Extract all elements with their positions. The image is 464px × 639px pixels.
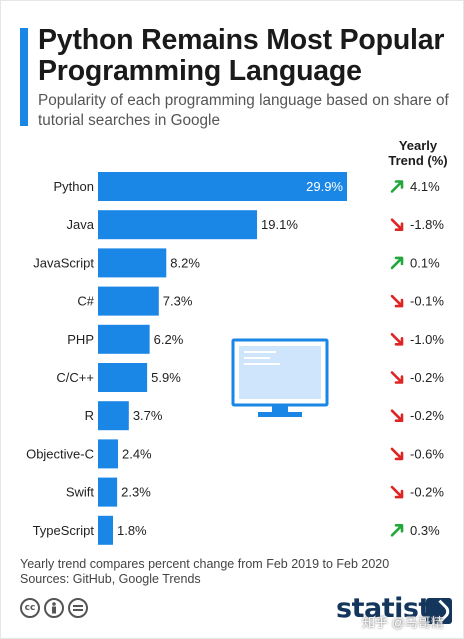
trend-column-header: Yearly Trend (%) [388, 138, 448, 168]
bar [98, 286, 159, 316]
value-label: 3.7% [133, 408, 163, 423]
trend-label: 4.1% [410, 179, 440, 194]
category-label: JavaScript [33, 255, 94, 270]
trend-label: -0.1% [410, 294, 444, 309]
trend-down-arrow-icon [390, 485, 404, 499]
statista-logo-icon [426, 598, 452, 624]
category-label: Objective-C [26, 446, 94, 461]
trend-down-arrow-icon [390, 409, 404, 422]
trend-label: -1.8% [410, 217, 444, 232]
bar [98, 401, 129, 431]
trend-down-arrow-icon [390, 333, 404, 346]
footnote: Yearly trend compares percent change fro… [20, 557, 440, 587]
bar [98, 172, 347, 201]
value-label: 2.4% [122, 446, 152, 461]
category-label: Python [54, 179, 94, 194]
bar [98, 248, 167, 278]
value-label: 7.3% [163, 294, 193, 309]
trend-up-arrow-icon [390, 524, 404, 537]
trend-label: -0.6% [410, 446, 444, 461]
value-label: 6.2% [154, 332, 184, 347]
trend-up-arrow-icon [390, 256, 404, 270]
category-label: R [85, 408, 94, 423]
category-label: PHP [67, 332, 94, 347]
nd-icon[interactable] [68, 598, 88, 618]
category-label: Swift [66, 485, 95, 500]
title-accent-bar [20, 28, 28, 126]
trend-down-arrow-icon [390, 447, 404, 461]
value-label: 2.3% [121, 485, 151, 500]
trend-label: -0.2% [410, 485, 444, 500]
footnote-note: Yearly trend compares percent change fro… [20, 557, 390, 571]
trend-label: -0.2% [410, 370, 444, 385]
value-label: 5.9% [151, 370, 181, 385]
bar [98, 477, 118, 507]
value-label: 19.1% [261, 217, 298, 232]
value-label: 8.2% [170, 255, 200, 270]
category-label: C# [77, 294, 94, 309]
value-label: 29.9% [306, 179, 343, 194]
chart-subtitle: Popularity of each programming language … [38, 92, 449, 129]
bar [98, 363, 148, 392]
category-label: Java [67, 217, 95, 232]
cc-icon[interactable]: cc [20, 598, 40, 618]
trend-label: -0.2% [410, 408, 444, 423]
trend-label: -1.0% [410, 332, 444, 347]
monitor-illustration [231, 338, 329, 417]
value-label: 1.8% [117, 523, 147, 538]
bar [98, 439, 118, 469]
trend-label: 0.1% [410, 255, 440, 270]
bars-group: Python 29.9% 4.1% Java 19.1% -1.8% JavaScript 8… [26, 172, 444, 545]
bar [98, 210, 258, 240]
footnote-sources: Sources: GitHub, Google Trends [20, 572, 201, 586]
category-label: TypeScript [33, 523, 95, 538]
trend-label: 0.3% [410, 523, 440, 538]
chart-title: Python Remains Most Popular Programming … [38, 24, 445, 87]
trend-down-arrow-icon [390, 218, 404, 231]
bar [98, 515, 113, 545]
trend-up-arrow-icon [390, 180, 404, 193]
watermark: 知乎 @马哥精 [362, 615, 444, 630]
trend-down-arrow-icon [390, 294, 404, 308]
by-icon[interactable] [44, 598, 64, 618]
license-icons: cc [20, 598, 88, 618]
bar [98, 324, 150, 354]
trend-down-arrow-icon [390, 371, 404, 384]
category-label: C/C++ [56, 370, 94, 385]
